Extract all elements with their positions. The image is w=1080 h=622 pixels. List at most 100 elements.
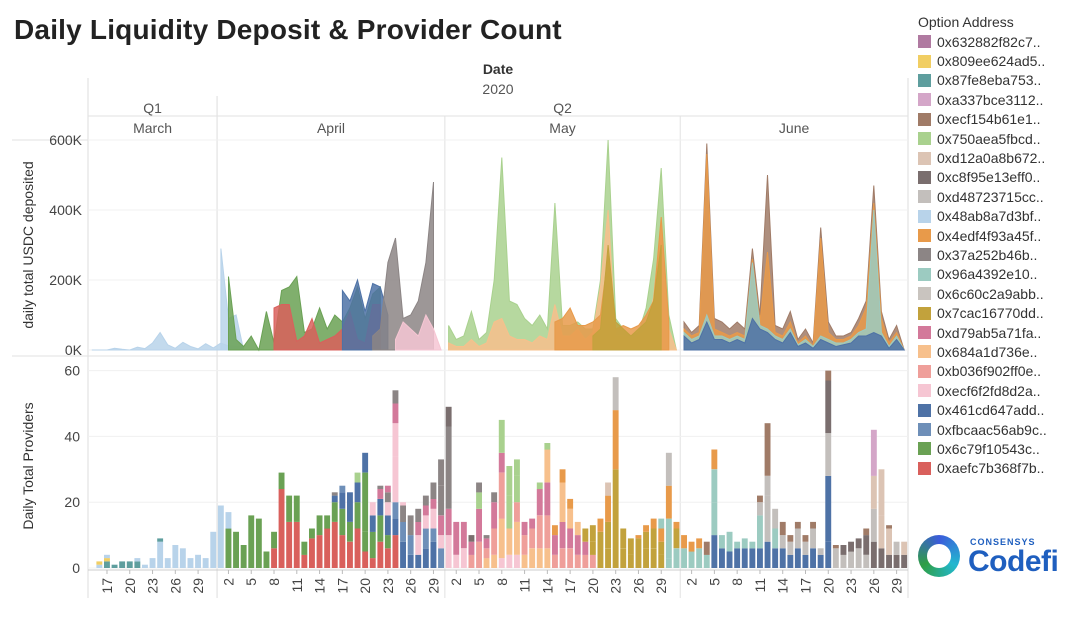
codefi-logo: CONSENSYS Codefi [918, 533, 1068, 583]
legend-item[interactable]: 0x87fe8eba753.. [918, 71, 1078, 90]
x-tick-label: 5 [706, 578, 722, 586]
bar-segment [567, 508, 574, 529]
legend-item[interactable]: 0xc8f95e13eff0.. [918, 168, 1078, 187]
legend-item[interactable]: 0x6c79f10543c.. [918, 439, 1078, 458]
legend-label: 0x684a1d736e.. [937, 343, 1038, 360]
legend-label: 0x6c60c2a9abb.. [937, 285, 1044, 302]
legend-item[interactable]: 0xd79ab5a71fa.. [918, 323, 1078, 342]
bar-segment [104, 558, 110, 562]
legend-swatch [918, 35, 931, 49]
bar-segment [225, 528, 232, 568]
y-axis-label: daily total USDC deposited [20, 161, 36, 328]
legend-item[interactable]: 0xb036f902ff0e.. [918, 362, 1078, 381]
legend-item[interactable]: 0xfbcaac56ab9c.. [918, 420, 1078, 439]
bar-segment [422, 505, 429, 516]
bar-segment [233, 531, 239, 568]
bar-stack [802, 535, 809, 568]
bar-segment [529, 518, 536, 529]
bar-stack [544, 443, 551, 568]
x-tick-label: 29 [889, 578, 905, 594]
bar-segment [384, 535, 391, 549]
bar-segment [384, 502, 391, 516]
legend-item[interactable]: 0xd48723715cc.. [918, 187, 1078, 206]
legend-item[interactable]: 0x684a1d736e.. [918, 342, 1078, 361]
bar-segment [521, 535, 528, 555]
bar-segment [825, 433, 832, 476]
legend-item[interactable]: 0x461cd647add.. [918, 400, 1078, 419]
legend-item[interactable]: 0xecf154b61e1.. [918, 110, 1078, 129]
bar-stack [293, 495, 300, 568]
bar-segment [848, 541, 854, 552]
bar-segment [825, 380, 832, 434]
bar-stack [627, 538, 634, 568]
x-tick-label: 29 [653, 578, 669, 594]
bar-segment [104, 561, 110, 568]
bar-segment [810, 528, 816, 549]
bar-stack [536, 482, 543, 568]
bar-segment [787, 535, 794, 542]
bar-segment [665, 558, 672, 568]
bar-stack [605, 482, 611, 568]
bar-segment [506, 495, 513, 529]
bar-segment [225, 512, 232, 529]
bar-segment [134, 561, 141, 568]
bar-stack [552, 525, 558, 568]
bar-segment [438, 515, 444, 536]
bar-segment [134, 558, 141, 562]
bar-stack [589, 525, 596, 568]
legend-item[interactable]: 0x809ee624ad5.. [918, 51, 1078, 70]
x-tick-label: 17 [334, 578, 350, 594]
bar-segment [612, 528, 619, 568]
bar-segment [787, 554, 794, 568]
bar-stack [506, 466, 513, 568]
x-tick-label: 26 [167, 578, 183, 594]
legend-item[interactable]: 0x7cac16770dd.. [918, 303, 1078, 322]
bar-stack [240, 545, 247, 568]
bar-segment [741, 548, 748, 568]
bar-segment [445, 508, 452, 536]
legend-item[interactable]: 0x37a252b46b.. [918, 245, 1078, 264]
bar-segment [309, 538, 315, 568]
x-tick-label: 20 [585, 578, 601, 594]
bar-segment [240, 545, 247, 568]
bar-segment [377, 489, 384, 499]
bar-segment [878, 469, 885, 516]
legend-item[interactable]: 0x6c60c2a9abb.. [918, 284, 1078, 303]
bar-segment [354, 482, 361, 503]
bar-segment [514, 475, 520, 503]
legend-item[interactable]: 0xecf6f2fd8d2a.. [918, 381, 1078, 400]
bar-stack [779, 521, 786, 568]
bar-segment [794, 521, 801, 529]
bar-segment [544, 449, 551, 483]
legend-swatch [918, 345, 931, 359]
bar-segment [757, 548, 763, 568]
bar-stack [582, 528, 589, 568]
bar-stack [734, 541, 741, 568]
legend-item[interactable]: 0x750aea5fbcd.. [918, 129, 1078, 148]
bar-segment [369, 515, 376, 532]
bar-stack [825, 370, 832, 568]
area-series [395, 313, 442, 351]
bar-stack [719, 535, 725, 568]
legend-item[interactable]: 0xd12a0a8b672.. [918, 148, 1078, 167]
legend-item[interactable]: 0x96a4392e10.. [918, 265, 1078, 284]
bar-segment [605, 482, 611, 496]
bar-stack [210, 531, 217, 568]
legend-item[interactable]: 0xa337bce3112.. [918, 90, 1078, 109]
bar-stack [901, 541, 908, 568]
x-tick-label: 23 [608, 578, 624, 594]
legend-item[interactable]: 0xaefc7b368f7b.. [918, 459, 1078, 478]
bar-segment [825, 475, 832, 542]
bar-segment [369, 502, 376, 516]
bar-segment [886, 528, 892, 555]
legend-item[interactable]: 0x48ab8a7d3bf.. [918, 207, 1078, 226]
bar-stack [498, 419, 505, 568]
bar-segment [559, 482, 566, 522]
legend-item[interactable]: 0x4edf4f93a45f.. [918, 226, 1078, 245]
legend-item[interactable]: 0x632882f82c7.. [918, 32, 1078, 51]
bar-stack [316, 515, 323, 568]
x-tick-label: 2 [684, 578, 700, 586]
legend-swatch [918, 248, 931, 262]
bar-stack [794, 521, 801, 568]
